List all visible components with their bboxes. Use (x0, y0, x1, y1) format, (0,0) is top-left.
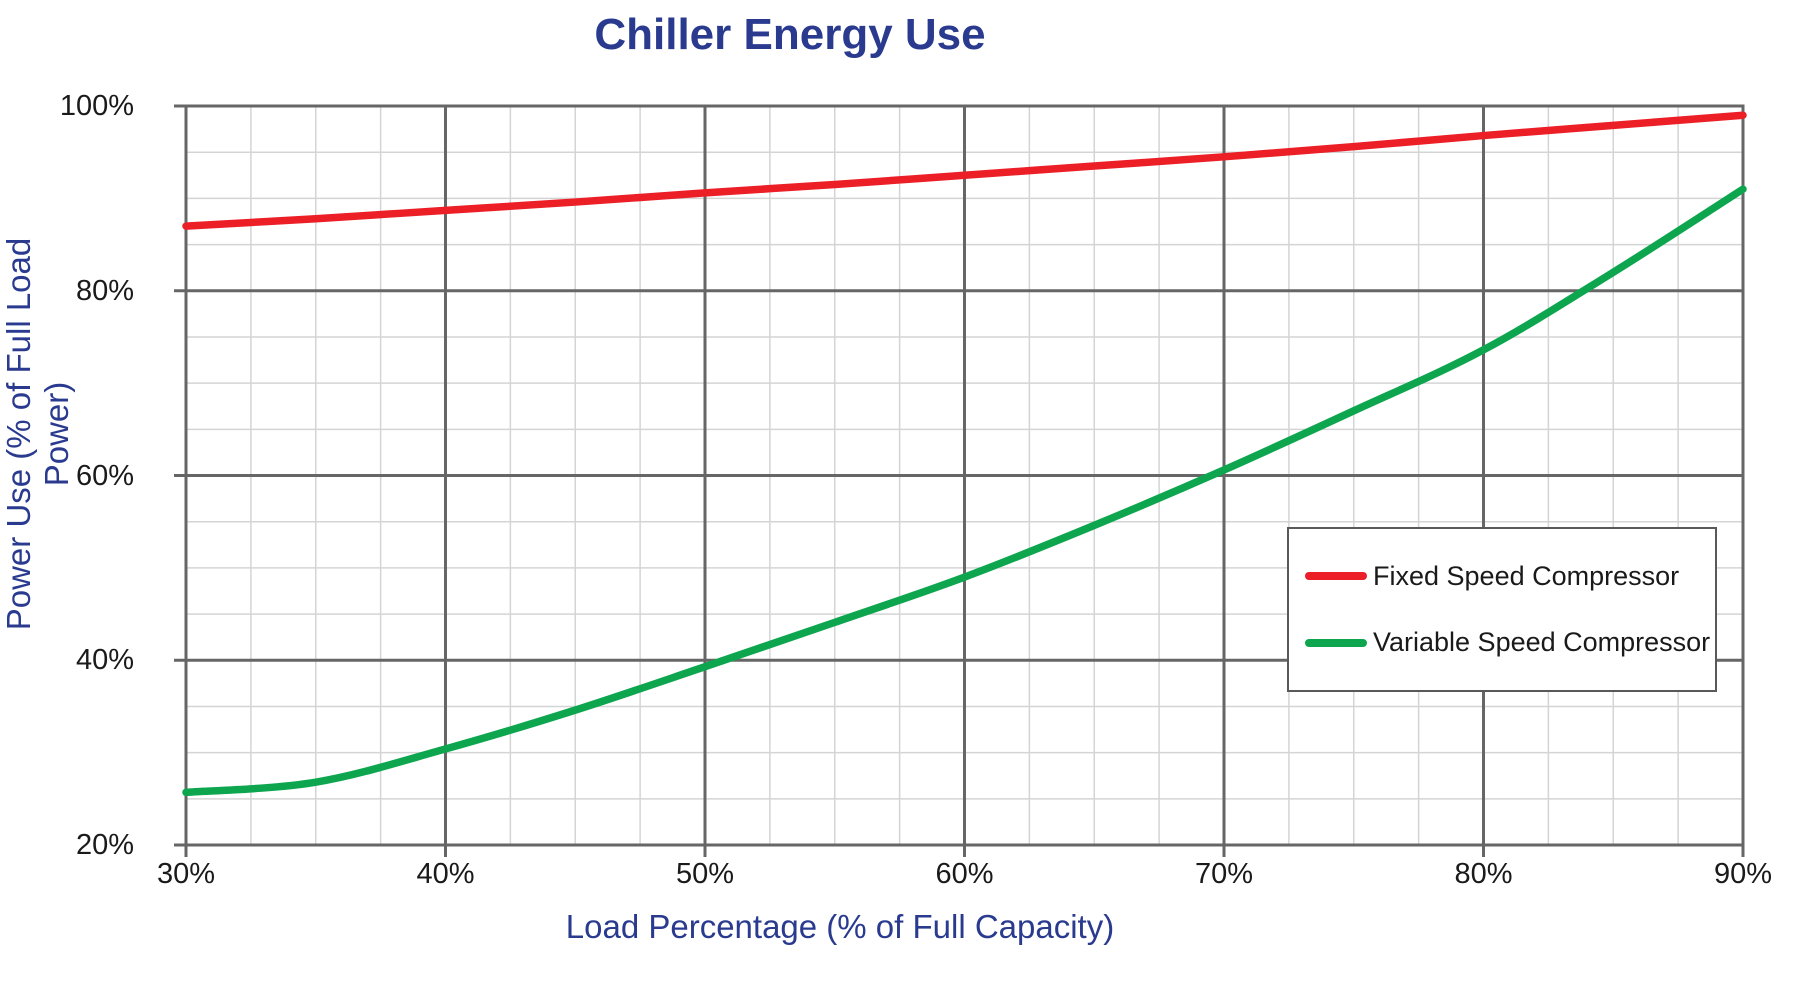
x-tick-label: 70% (1194, 858, 1254, 890)
x-axis-title: Load Percentage (% of Full Capacity) (565, 908, 1115, 945)
legend-item-fixed-speed: Fixed Speed Compressor (1305, 561, 1715, 592)
legend-line-sample-fixed (1305, 572, 1367, 581)
y-tick-label: 100% (59, 90, 134, 122)
x-tick-label: 60% (935, 858, 994, 890)
y-tick-label: 80% (75, 274, 134, 307)
x-tick-label: 90% (1713, 858, 1773, 890)
legend-item-variable-speed: Variable Speed Compressor (1305, 627, 1715, 658)
x-tick-label: 30% (156, 858, 216, 890)
y-tick-label: 20% (75, 829, 134, 861)
legend-label-fixed: Fixed Speed Compressor (1373, 560, 1680, 591)
legend-line-sample-variable (1305, 638, 1367, 647)
x-tick-label: 50% (675, 858, 735, 890)
legend-label-variable: Variable Speed Compressor (1373, 627, 1711, 658)
legend: Fixed Speed Compressor Variable Speed Co… (1287, 527, 1717, 692)
x-tick-label: 80% (1454, 858, 1513, 890)
y-tick-label: 60% (75, 459, 134, 492)
y-tick-label: 40% (75, 644, 134, 677)
x-tick-label: 40% (416, 858, 475, 890)
chart-title: Chiller Energy Use (594, 10, 986, 59)
